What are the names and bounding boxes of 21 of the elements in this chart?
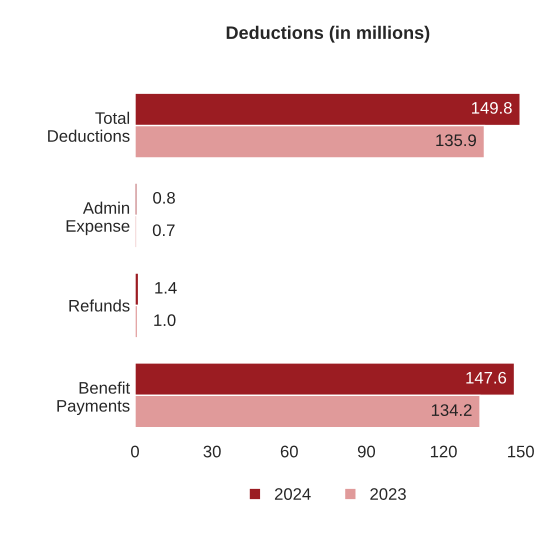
data-label: 0.8 xyxy=(153,192,175,204)
legend-label: 2024 xyxy=(274,488,311,500)
x-tick-label: 30 xyxy=(204,446,221,458)
x-tick-label: 90 xyxy=(358,446,376,458)
legend-label: 2023 xyxy=(370,488,406,500)
data-label: 134.2 xyxy=(432,404,472,416)
y-tick-label: Refunds xyxy=(69,299,130,312)
y-tick-label: Benefit Payments xyxy=(57,382,130,416)
data-label: 0.7 xyxy=(152,224,175,236)
x-tick-label: 120 xyxy=(430,446,457,458)
x-tick-label: 60 xyxy=(280,446,298,458)
chart-title: Deductions (in millions) xyxy=(226,26,430,43)
data-label: 147.6 xyxy=(466,372,506,384)
data-label: 135.9 xyxy=(436,134,476,146)
x-tick-label: 0 xyxy=(131,446,139,458)
y-tick-label: Total Deductions xyxy=(48,112,130,142)
x-tick-label: 150 xyxy=(508,446,534,458)
data-label: 1.0 xyxy=(154,314,176,326)
data-label: 149.8 xyxy=(472,102,512,114)
data-label: 1.4 xyxy=(155,282,177,294)
y-tick-label: Admin Expense xyxy=(66,202,130,236)
